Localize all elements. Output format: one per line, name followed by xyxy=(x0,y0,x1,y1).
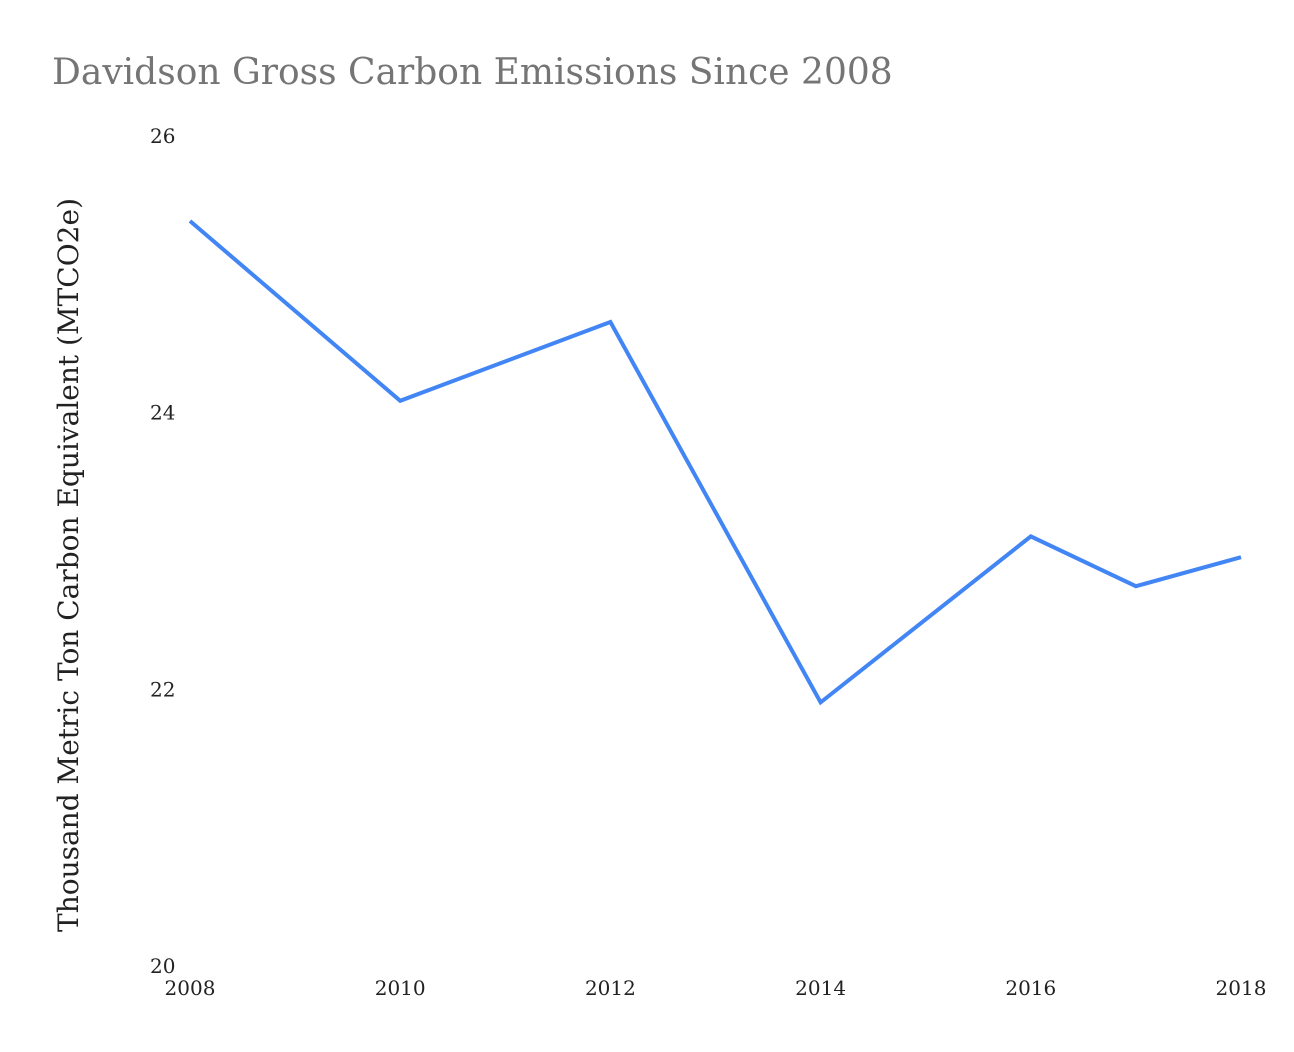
y-tick-label: 20 xyxy=(150,954,175,978)
y-axis-label: Thousand Metric Ton Carbon Equivalent (M… xyxy=(52,198,85,932)
series-line xyxy=(188,219,1242,706)
chart-title: Davidson Gross Carbon Emissions Since 20… xyxy=(52,52,893,93)
x-tick-label: 2010 xyxy=(375,976,426,1000)
y-tick-label: 22 xyxy=(150,677,175,701)
x-axis-ticks: 2008 2010 2012 2014 2016 2018 xyxy=(165,976,1267,1000)
x-tick-label: 2008 xyxy=(165,976,216,1000)
x-tick-label: 2016 xyxy=(1005,976,1056,1000)
x-tick-label: 2014 xyxy=(795,976,846,1000)
y-axis-ticks: 20 22 24 26 xyxy=(150,124,175,978)
y-tick-label: 24 xyxy=(150,401,175,425)
x-tick-label: 2012 xyxy=(585,976,636,1000)
y-tick-label: 26 xyxy=(150,124,175,148)
series-layer xyxy=(188,219,1242,706)
x-tick-label: 2018 xyxy=(1216,976,1267,1000)
